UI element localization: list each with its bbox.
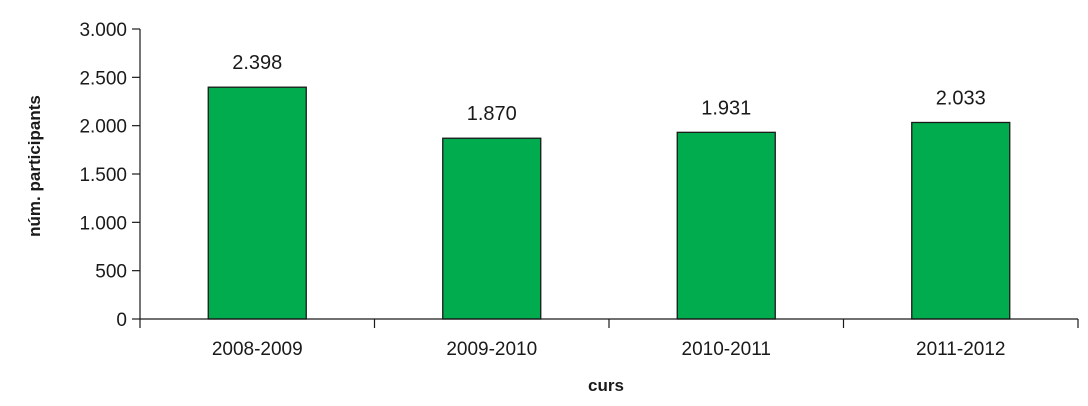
y-tick-label: 2.000 [79, 117, 127, 138]
y-axis-title: núm. participants [25, 95, 44, 237]
bar-2008-2009 [207, 86, 307, 320]
x-axis-title: curs [588, 376, 624, 395]
y-tick-label: 1.500 [79, 165, 127, 186]
data-label: 2.033 [936, 87, 986, 109]
x-tick-label: 2009-2010 [446, 339, 537, 360]
axes-layer [132, 28, 1079, 328]
bar-2009-2010 [442, 137, 542, 320]
y-tick-label: 500 [95, 262, 127, 283]
y-tick-label: 3.000 [79, 20, 127, 41]
bar-2011-2012 [911, 121, 1011, 320]
labels-layer: 0 500 1.000 1.500 2.000 2.500 3.000 2.398 2008-2… [79, 20, 1005, 360]
bar-2010-2011 [676, 131, 776, 320]
y-tick-label: 1.000 [79, 213, 127, 234]
data-label: 1.931 [701, 97, 751, 119]
data-label: 1.870 [467, 103, 517, 125]
data-label: 2.398 [232, 52, 282, 74]
y-tick-label: 0 [116, 310, 127, 331]
x-tick-label: 2010-2011 [682, 339, 771, 360]
x-tick-label: 2011-2012 [916, 339, 1005, 360]
y-tick-label: 2.500 [79, 68, 127, 89]
x-tick-label: 2008-2009 [212, 339, 303, 360]
bars-layer [207, 86, 1011, 320]
